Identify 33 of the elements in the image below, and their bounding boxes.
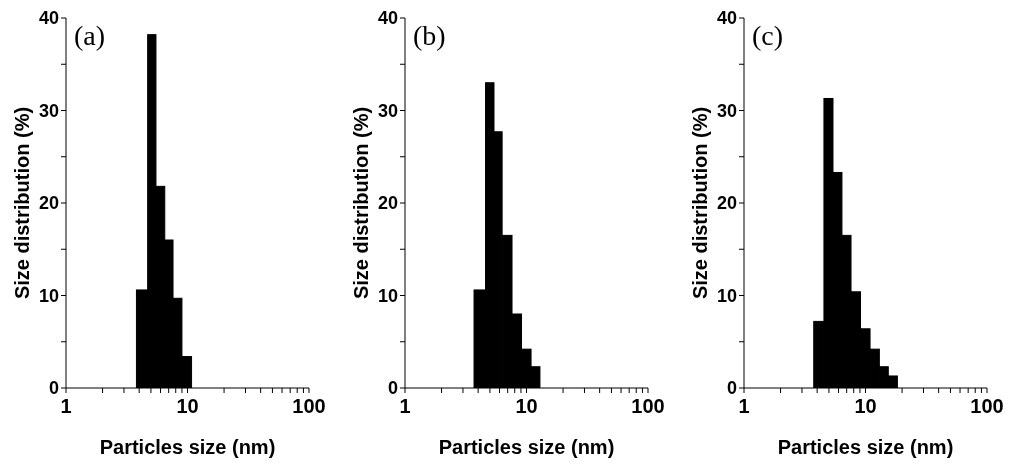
y-axis-title: Size distribution (%)	[350, 106, 372, 300]
x-axis-title: Particles size (nm)	[99, 436, 276, 458]
y-tick-label: 40	[377, 8, 398, 29]
x-tick-label: 100	[631, 395, 665, 418]
y-tick-label: 40	[38, 8, 59, 29]
y-tick-label: 30	[377, 100, 398, 121]
x-tick-label: 10	[515, 395, 538, 418]
y-tick-label: 10	[377, 285, 398, 306]
x-axis-title: Particles size (nm)	[438, 436, 615, 458]
y-tick-label: 30	[38, 100, 59, 121]
y-tick-label: 0	[48, 378, 59, 399]
chart-title: (c)	[752, 20, 784, 52]
y-tick-label: 0	[387, 378, 398, 399]
y-tick-label: 20	[377, 193, 398, 214]
x-tick-label: 1	[738, 395, 750, 418]
y-tick-label: 0	[726, 378, 737, 399]
x-tick-label: 100	[292, 395, 326, 418]
y-axis-title: Size distribution (%)	[11, 106, 33, 300]
x-tick-label: 10	[176, 395, 199, 418]
chart-title: (b)	[413, 20, 446, 52]
y-tick-label: 20	[38, 193, 59, 214]
x-axis-title: Particles size (nm)	[777, 436, 954, 458]
y-tick-label: 20	[716, 193, 737, 214]
y-tick-label: 10	[38, 285, 59, 306]
x-tick-label: 1	[399, 395, 411, 418]
chart-title: (a)	[74, 20, 106, 52]
x-tick-label: 1	[60, 395, 72, 418]
y-axis-title: Size distribution (%)	[689, 106, 711, 300]
y-tick-label: 40	[716, 8, 737, 29]
y-tick-label: 10	[716, 285, 737, 306]
x-tick-label: 10	[854, 395, 877, 418]
x-tick-label: 100	[970, 395, 1004, 418]
y-tick-label: 30	[716, 100, 737, 121]
